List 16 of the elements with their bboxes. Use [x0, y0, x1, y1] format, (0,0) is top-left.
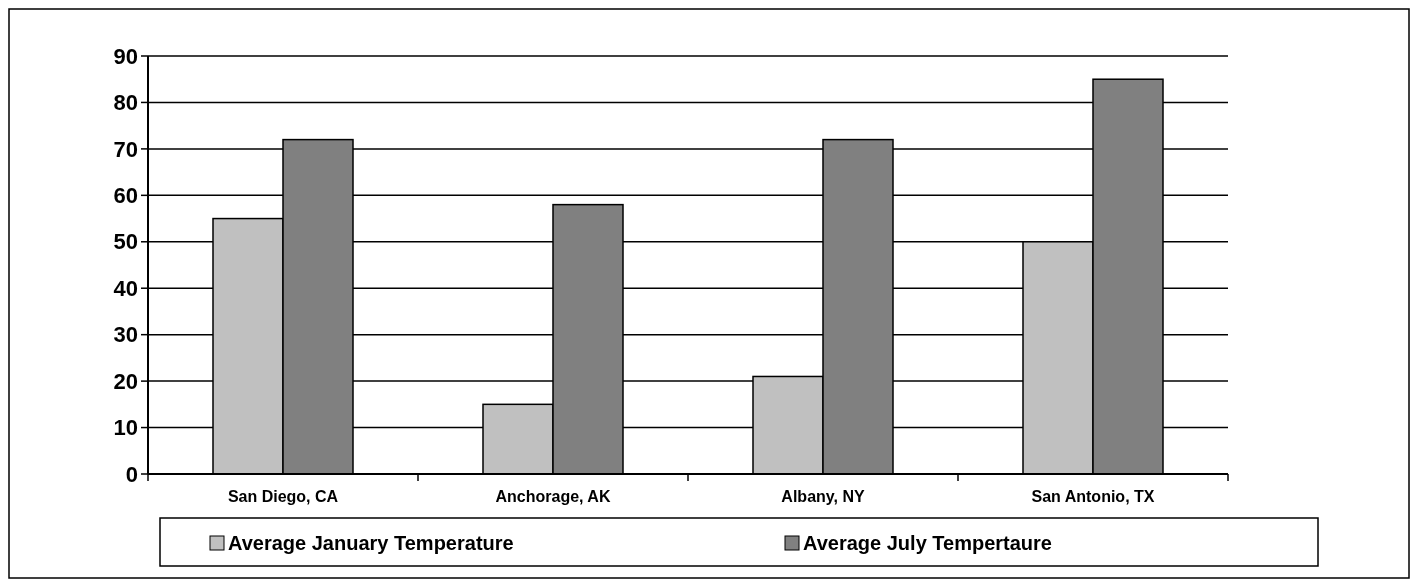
y-tick-label: 10	[113, 415, 138, 441]
y-tick-label: 40	[113, 275, 138, 301]
y-tick-label: 20	[113, 368, 138, 394]
y-tick-label: 50	[113, 229, 138, 255]
legend-label: Average July Tempertaure	[803, 532, 1052, 554]
y-tick-label: 60	[113, 183, 138, 209]
x-tick-label: Albany, NY	[781, 488, 865, 505]
x-tick-label: San Antonio, TX	[1031, 488, 1155, 505]
legend-label: Average January Temperature	[228, 532, 514, 554]
y-tick-label: 30	[113, 322, 138, 348]
y-tick-label: 90	[113, 43, 138, 69]
x-tick-label: Anchorage, AK	[495, 488, 611, 505]
x-tick-label: San Diego, CA	[227, 488, 339, 505]
y-tick-label: 70	[113, 136, 138, 162]
y-tick-label: 80	[113, 90, 138, 116]
y-tick-label: 0	[125, 461, 138, 487]
